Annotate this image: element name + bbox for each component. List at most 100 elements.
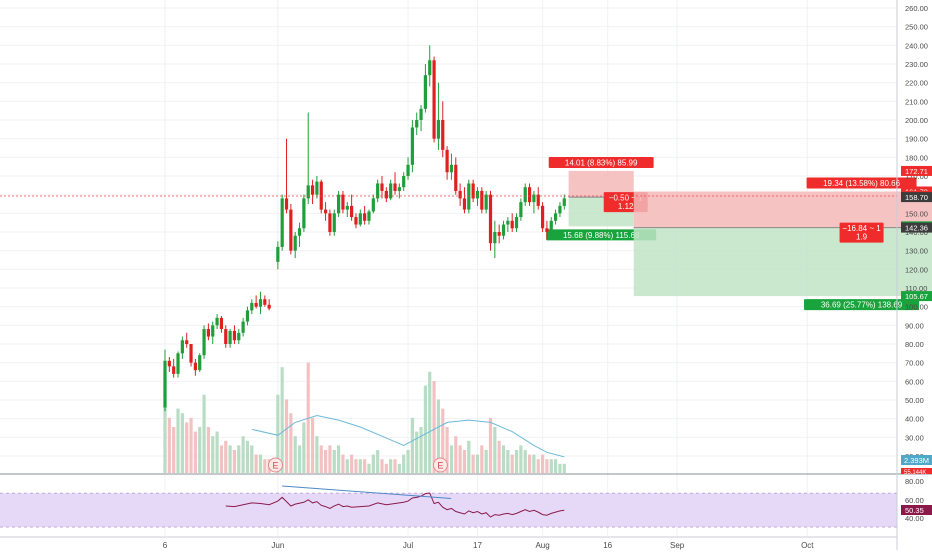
- candle: [358, 209, 362, 227]
- candle-body: [436, 120, 441, 139]
- candle: [189, 344, 193, 367]
- volume-bars: [163, 362, 566, 473]
- volume-bar: [415, 431, 419, 473]
- stop-label-bg: [548, 156, 654, 168]
- candle: [514, 213, 519, 232]
- volume-bar: [545, 459, 549, 473]
- volume-bar: [367, 463, 371, 473]
- candle-body: [337, 194, 341, 214]
- candle-body: [488, 194, 493, 244]
- candle-body: [172, 366, 176, 374]
- volume-moving-average: [251, 414, 565, 458]
- candle: [454, 157, 458, 195]
- earnings-marker-label: E: [437, 461, 443, 471]
- volume-bar: [523, 450, 527, 473]
- candle: [163, 349, 167, 412]
- candle-body: [341, 194, 345, 210]
- candle: [310, 179, 315, 204]
- volume-bar: [219, 445, 224, 473]
- candle-body: [289, 209, 293, 251]
- candle: [345, 202, 349, 218]
- candle-body: [532, 194, 536, 203]
- candle-body: [545, 228, 549, 232]
- stop-label: 19.34 (13.58%) 80.66: [823, 179, 900, 188]
- volume-bar: [554, 459, 558, 473]
- candle: [219, 316, 224, 333]
- candle-body: [241, 321, 245, 333]
- earnings-marker-circle: [432, 457, 448, 473]
- time-tick-label: Oct: [801, 541, 814, 550]
- volume-bar: [376, 450, 380, 473]
- volume-bar: [419, 427, 423, 473]
- rsi-divergence-line: [282, 485, 452, 499]
- price-tick-label: 80.00: [905, 340, 924, 349]
- candle: [241, 317, 245, 337]
- candle-body: [423, 75, 427, 109]
- earnings-marker-circle: [268, 457, 283, 473]
- candle-body: [441, 120, 445, 150]
- volume-bar: [445, 427, 449, 473]
- rsi-tick-label: 80.00: [905, 477, 924, 486]
- candle: [289, 204, 293, 255]
- candle: [280, 194, 284, 251]
- candle-body: [193, 362, 197, 371]
- volume-bar: [493, 427, 497, 473]
- price-tick-label: 60.00: [905, 377, 924, 386]
- candle-body: [497, 232, 501, 236]
- volume-bar: [458, 445, 462, 473]
- price-axis[interactable]: 260.00 250.00 240.00 230.00 220.00 210.00 200.…: [896, 0, 932, 550]
- candle: [545, 220, 549, 240]
- candle: [202, 325, 206, 359]
- candle: [328, 209, 332, 236]
- candle: [354, 213, 358, 229]
- candle: [462, 187, 467, 214]
- candle: [406, 157, 410, 180]
- time-axis[interactable]: 6JunJul17Aug16SepOctNovDec2020: [0, 536, 932, 550]
- candle-body: [345, 205, 349, 210]
- position-zones[interactable]: 14.01 (8.83%) 85.99 15.68 (9.88%) 115.68 −…: [546, 156, 932, 311]
- candle-body: [323, 209, 328, 214]
- volume-bar: [297, 445, 302, 473]
- candle: [297, 222, 302, 247]
- candle-body: [284, 198, 289, 210]
- volume-badge: 2.393M: [901, 455, 932, 465]
- candle: [540, 202, 545, 232]
- price-badge: 172.71: [901, 165, 932, 176]
- candle-body: [250, 302, 254, 311]
- candle: [449, 153, 454, 180]
- target-label: 36.69 (25.77%) 138.69: [821, 301, 903, 310]
- volume-bar: [315, 436, 319, 473]
- candle-body: [549, 220, 553, 232]
- price-tick-label: 120.00: [905, 265, 928, 274]
- volume-bar: [176, 408, 180, 473]
- volume-bar: [462, 450, 467, 473]
- candle: [441, 101, 445, 158]
- candle-body: [358, 213, 362, 225]
- rsi-band: [0, 493, 897, 528]
- candle-body: [302, 198, 306, 229]
- volume-bar: [328, 445, 332, 473]
- volume-bar: [280, 367, 284, 473]
- candle: [471, 179, 475, 203]
- volume-bar: [549, 459, 553, 473]
- candle: [363, 205, 367, 225]
- candle-body: [432, 60, 436, 139]
- volume-bar: [501, 445, 506, 473]
- candle: [467, 179, 471, 214]
- candle-body: [367, 211, 371, 221]
- candle-body: [245, 310, 250, 322]
- candle: [258, 291, 263, 315]
- candle: [523, 183, 527, 206]
- volume-bar: [358, 459, 362, 473]
- candle-body: [315, 181, 319, 195]
- candle: [371, 194, 375, 214]
- candle: [337, 190, 341, 218]
- candle: [445, 146, 449, 180]
- candle-body: [454, 164, 458, 191]
- volume-badge-bg: [901, 455, 932, 465]
- candle: [415, 112, 419, 135]
- time-tick-label: Jun: [271, 541, 284, 550]
